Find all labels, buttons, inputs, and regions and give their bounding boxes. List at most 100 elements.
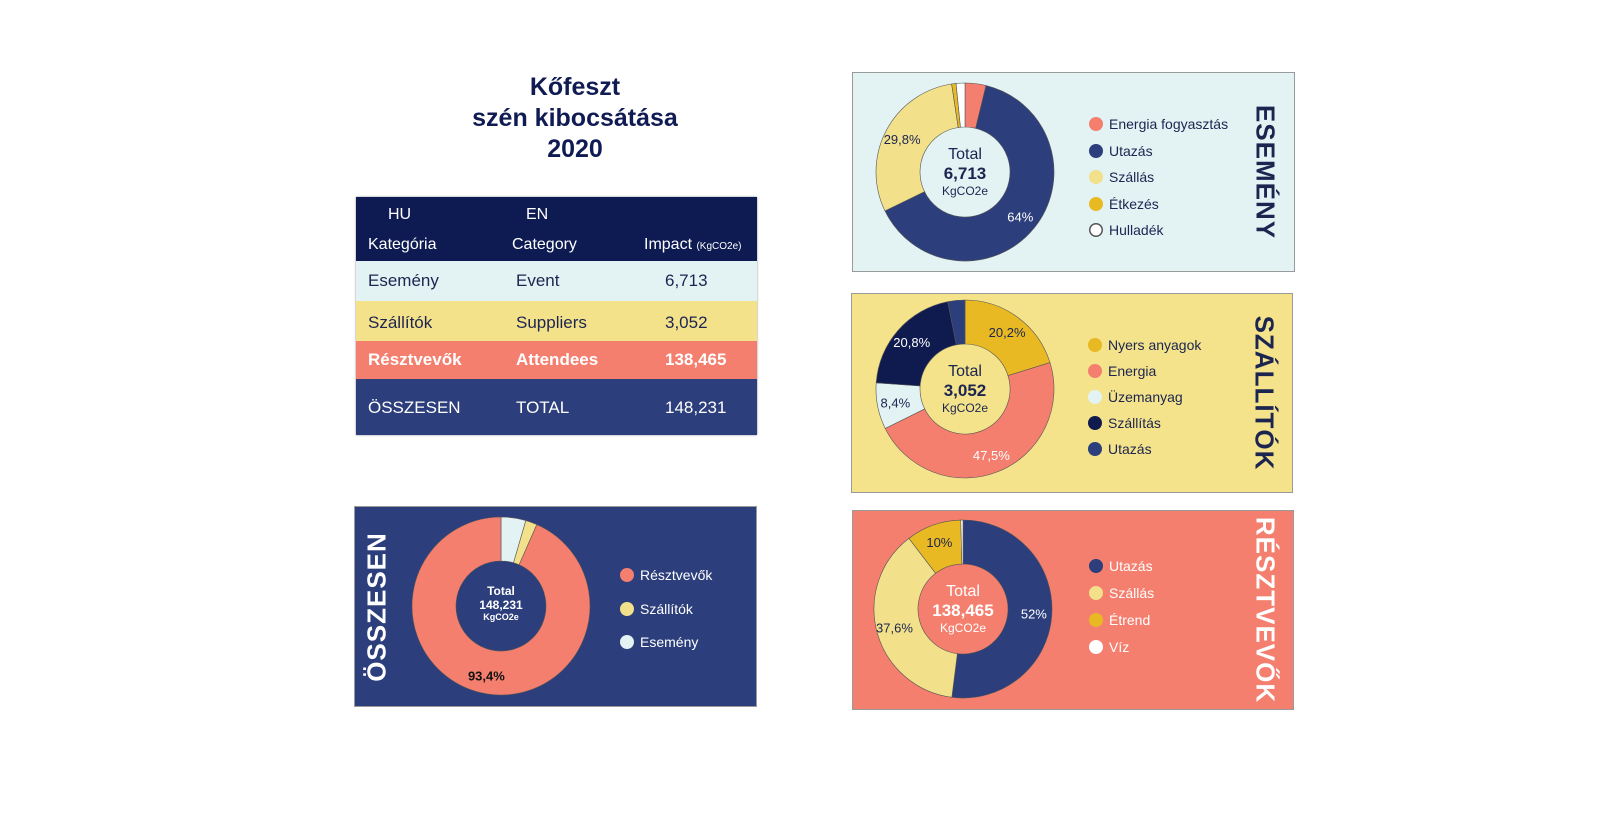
- legend-dot-icon: [1089, 143, 1103, 158]
- slice-percent-label: 37,6%: [876, 621, 913, 636]
- osszesen-donut-chart: 93,4%: [411, 516, 591, 696]
- page-title: Kőfeszt szén kibocsátása 2020: [420, 72, 730, 165]
- legend-label: Utazás: [1109, 142, 1153, 159]
- total-unit: KgCO2e: [483, 612, 519, 622]
- slice-percent-label: 29,8%: [884, 132, 921, 147]
- total-value: 3,052: [943, 381, 987, 400]
- legend-label: Szállás: [1109, 585, 1155, 601]
- slice-utazás: [884, 85, 1055, 262]
- legend-label: Energia fogyasztás: [1109, 116, 1229, 132]
- row-en: Suppliers: [516, 313, 587, 332]
- slice-szállás: [875, 83, 959, 212]
- donut-center-total: Total 3,052 KgCO2e: [920, 362, 1010, 416]
- slice-percent-label: 52%: [1021, 606, 1047, 621]
- slice-résztvevők: [411, 516, 591, 696]
- total-unit: KgCO2e: [941, 401, 989, 415]
- table-header: HU EN Kategória Category Impact (KgCO2e): [356, 197, 757, 261]
- total-label: Total: [946, 583, 980, 600]
- donut-center-total: Total 148,231 KgCO2e: [456, 584, 546, 623]
- resztvevok-section-title: RÉSZTVEVŐK: [1250, 516, 1281, 704]
- slice-hulladék: [955, 82, 966, 128]
- slice-utazás: [947, 299, 966, 346]
- osszesen-section-title: ÖSSZESEN: [361, 531, 392, 682]
- legend-dot-icon: [1089, 196, 1103, 211]
- resztvevok-panel: 52% 37,6% 10% Total 138,465 KgCO2e Utazás Száll…: [853, 511, 1293, 709]
- legend-label: Esemény: [640, 634, 699, 650]
- legend-label: Energia: [1108, 363, 1157, 379]
- title-line-1: Kőfeszt: [529, 73, 621, 101]
- legend-dot-icon: [620, 601, 634, 616]
- legend-dot-icon: [1088, 364, 1102, 378]
- legend-label: Szállítók: [640, 600, 693, 617]
- legend-label: Üzemanyag: [1108, 389, 1183, 405]
- szallitok-donut-chart: 20,2% 47,5% 8,4% 20,8%: [875, 299, 1055, 479]
- esemeny-donut-chart: 64% 29,8%: [875, 82, 1055, 262]
- resztvevok-donut-chart: 52% 37,6% 10%: [873, 519, 1053, 699]
- legend-dot-icon: [1089, 559, 1103, 573]
- legend-label: Étrend: [1109, 612, 1151, 628]
- header-impact: Impact (KgCO2e): [644, 236, 741, 254]
- slice-energia: [884, 362, 1055, 479]
- legend-label: Résztvevők: [640, 567, 713, 583]
- legend-label: Utazás: [1108, 441, 1152, 457]
- slice-percent-label: 93,4%: [468, 668, 505, 683]
- table-row: Résztvevők Attendees 138,465: [356, 341, 757, 379]
- esemeny-panel: 64% 29,8% Total 6,713 KgCO2e Energia fogyaszt…: [853, 73, 1294, 271]
- slice-víz: [960, 519, 964, 565]
- legend-label: Szállítás: [1108, 415, 1161, 431]
- legend-dot-icon: [1089, 586, 1103, 600]
- header-kategoria: Kategória: [368, 236, 437, 253]
- slice-percent-label: 64%: [1007, 210, 1033, 225]
- donut-center-total: Total 138,465 KgCO2e: [918, 582, 1008, 636]
- header-hu: HU: [388, 206, 412, 223]
- slice-percent-label: 10%: [926, 535, 952, 550]
- header-en: EN: [526, 206, 549, 223]
- legend-label: Nyers anyagok: [1108, 337, 1202, 353]
- slice-percent-label: 20,8%: [893, 335, 930, 350]
- slice-percent-label: 20,2%: [989, 325, 1026, 340]
- row-en: TOTAL: [516, 398, 570, 417]
- legend-dot-icon: [1089, 223, 1103, 237]
- row-impact: 6,713: [665, 271, 708, 290]
- legend-label: Hulladék: [1109, 222, 1164, 238]
- row-en: Attendees: [516, 350, 599, 369]
- legend-label: Víz: [1109, 639, 1130, 655]
- szallitok-section-title: SZÁLLÍTÓK: [1249, 315, 1280, 471]
- legend-dot-icon: [1088, 416, 1102, 430]
- szallitok-panel: 20,2% 47,5% 8,4% 20,8% Total 3,052 KgCO2e Nyers…: [852, 294, 1292, 492]
- legend-label: Étkezés: [1109, 195, 1159, 212]
- row-en: Event: [516, 271, 560, 290]
- legend-label: Utazás: [1109, 558, 1153, 574]
- total-label: Total: [487, 584, 515, 598]
- row-impact: 148,231: [665, 398, 727, 417]
- legend-dot-icon: [1089, 117, 1103, 131]
- total-label: Total: [948, 363, 982, 380]
- header-impact-label: Impact: [644, 236, 693, 253]
- slice-percent-label: 47,5%: [973, 448, 1010, 463]
- title-line-2: szén kibocsátása: [472, 104, 678, 132]
- legend-dot-icon: [1088, 338, 1102, 352]
- emissions-table: HU EN Kategória Category Impact (KgCO2e)…: [356, 197, 757, 435]
- title-line-3: 2020: [547, 135, 603, 163]
- table-row-total: ÖSSZESEN TOTAL 148,231: [356, 379, 757, 435]
- esemeny-section-title: ESEMÉNY: [1250, 104, 1281, 240]
- row-hu: ÖSSZESEN: [368, 398, 461, 417]
- row-impact: 3,052: [665, 313, 708, 332]
- slice-utazás: [951, 519, 1053, 699]
- header-impact-unit: (KgCO2e): [696, 241, 742, 252]
- row-hu: Esemény: [368, 271, 439, 290]
- total-value: 138,465: [932, 601, 994, 620]
- legend-dot-icon: [620, 568, 634, 582]
- legend-dot-icon: [1088, 390, 1102, 404]
- total-label: Total: [948, 146, 982, 163]
- osszesen-panel: 93,4% Total 148,231 KgCO2e Résztvevők Szállít…: [355, 507, 756, 706]
- total-unit: KgCO2e: [941, 184, 989, 198]
- legend-dot-icon: [1088, 442, 1102, 456]
- slice-percent-label: 8,4%: [881, 396, 911, 411]
- row-hu: Résztvevők: [368, 350, 462, 369]
- legend-label: Szállás: [1109, 169, 1155, 185]
- header-category: Category: [512, 236, 577, 253]
- legend-dot-icon: [620, 635, 634, 649]
- row-hu: Szállítók: [368, 313, 433, 332]
- table-row: Szállítók Suppliers 3,052: [356, 301, 757, 341]
